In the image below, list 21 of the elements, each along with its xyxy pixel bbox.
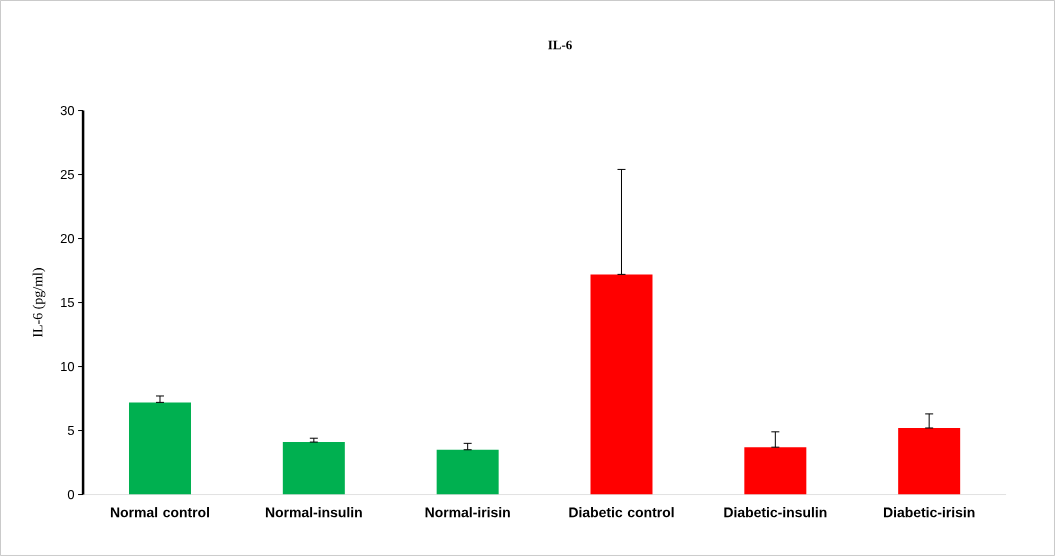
y-axis-title: IL-6 (pg/ml) bbox=[32, 268, 46, 338]
x-tick-label: Normal-irisin bbox=[425, 507, 510, 518]
y-tick-label: 5 bbox=[67, 426, 75, 436]
bar bbox=[129, 402, 191, 495]
x-tick-label: Normal control bbox=[110, 507, 209, 518]
y-tick-label: 0 bbox=[67, 489, 75, 500]
bar bbox=[282, 442, 345, 495]
bar bbox=[898, 427, 961, 495]
bar bbox=[590, 274, 653, 495]
x-tick-label: Diabetic-irisin bbox=[883, 507, 975, 518]
y-tick-label: 10 bbox=[61, 361, 75, 372]
y-tick-label: 30 bbox=[60, 105, 75, 116]
x-tick-label: Diabetic-insulin bbox=[724, 507, 827, 518]
y-tick-label: 25 bbox=[60, 169, 75, 180]
y-tick-label: 20 bbox=[60, 233, 75, 244]
chart-title: IL-6 bbox=[548, 40, 572, 50]
x-tick-label: Diabetic control bbox=[569, 507, 674, 518]
x-tick-label: Normal-insulin bbox=[265, 507, 362, 518]
bar bbox=[744, 447, 807, 495]
bar bbox=[436, 449, 499, 495]
y-tick-label: 15 bbox=[61, 298, 75, 308]
